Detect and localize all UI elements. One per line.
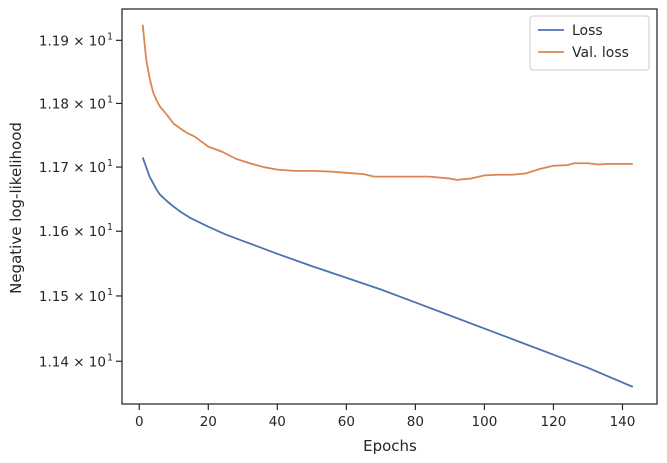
x-tick-label: 140 (610, 414, 636, 430)
y-tick-label: 11.18 × 10 (39, 94, 113, 112)
y-tick-exponent: 1 (107, 94, 113, 105)
x-tick-label: 40 (269, 414, 286, 430)
x-tick-label: 20 (200, 414, 217, 430)
series-lines (141, 24, 634, 388)
x-axis-label: Epochs (363, 437, 417, 455)
legend: Loss Val. loss (529, 15, 650, 71)
y-tick-mantissa: 1.17 × 10 (39, 160, 106, 176)
axes-frame (121, 8, 658, 405)
y-tick-exponent: 1 (107, 31, 113, 42)
y-tick-label: 11.19 × 10 (39, 31, 113, 49)
x-axis-ticks: 0 20 40 60 80 100 120 140 (135, 404, 635, 430)
y-tick-label: 11.17 × 10 (39, 158, 113, 176)
y-axis-label: Negative log-likelihood (7, 122, 25, 294)
y-tick-mantissa: 1.16 × 10 (39, 224, 106, 240)
y-tick-exponent: 1 (107, 222, 113, 233)
y-tick-label: 11.14 × 10 (39, 352, 113, 370)
legend-label: Loss (572, 23, 603, 39)
series-line-loss (141, 157, 634, 388)
legend-label: Val. loss (572, 45, 629, 61)
x-tick-label: 60 (338, 414, 355, 430)
y-tick-exponent: 1 (107, 352, 113, 363)
y-tick-label: 11.15 × 10 (39, 287, 113, 305)
plot-area (121, 8, 658, 405)
y-tick-mantissa: 1.19 × 10 (39, 33, 106, 49)
y-tick-mantissa: 1.15 × 10 (39, 289, 106, 305)
x-tick-label: 100 (472, 414, 498, 430)
y-tick-label: 11.16 × 10 (39, 222, 113, 240)
series-line-val-loss (141, 24, 633, 181)
y-tick-exponent: 1 (107, 287, 113, 298)
x-tick-label: 120 (541, 414, 567, 430)
y-tick-mantissa: 1.18 × 10 (39, 96, 106, 112)
y-tick-exponent: 1 (107, 158, 113, 169)
x-tick-label: 0 (135, 414, 144, 430)
x-tick-label: 80 (407, 414, 424, 430)
y-tick-mantissa: 1.14 × 10 (39, 354, 106, 370)
